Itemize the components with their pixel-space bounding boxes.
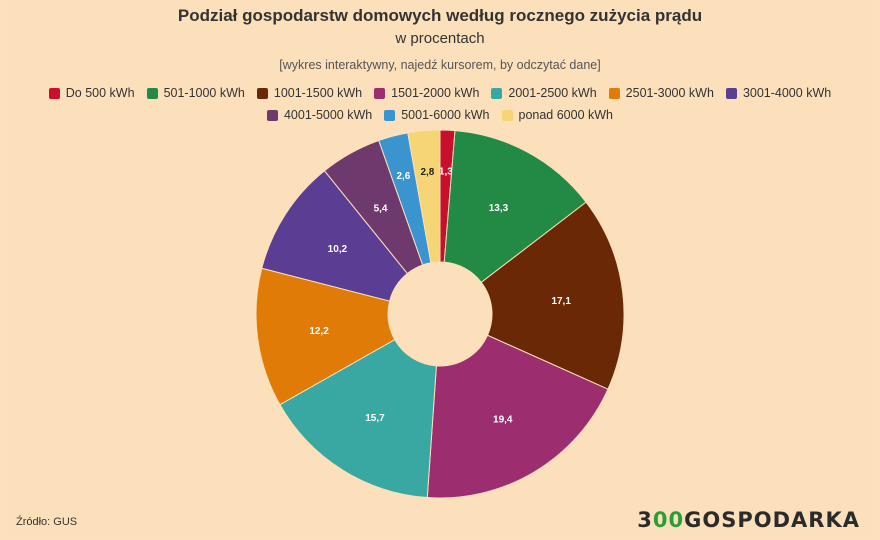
pie-slice[interactable]	[443, 130, 587, 284]
legend-label: ponad 6000 kWh	[518, 108, 614, 122]
pie-slice[interactable]	[255, 267, 396, 406]
data-label: 10,2	[328, 244, 348, 255]
legend-swatch	[384, 109, 396, 121]
pie-slice[interactable]	[480, 201, 625, 390]
chart-legend: Do 500 kWh 501-1000 kWh 1001-1500 kWh 1501-…	[40, 84, 840, 124]
legend-swatch	[501, 109, 513, 121]
legend-swatch	[491, 87, 503, 99]
legend-label: 5001-6000 kWh	[401, 108, 490, 122]
data-label: 19,4	[493, 415, 513, 426]
data-label: 1,3	[439, 167, 453, 178]
legend-swatch	[146, 87, 158, 99]
pie-slice[interactable]	[261, 170, 409, 302]
legend-label: 1501-2000 kWh	[391, 86, 480, 100]
pie-slice[interactable]	[279, 338, 437, 499]
pie-slice[interactable]	[407, 129, 441, 264]
legend-swatch	[725, 87, 737, 99]
legend-swatch	[256, 87, 268, 99]
legend-item[interactable]: 5001-6000 kWh	[384, 106, 490, 124]
chart-title: Podział gospodarstw domowych według rocz…	[177, 6, 703, 25]
legend-item[interactable]: ponad 6000 kWh	[501, 106, 614, 124]
logo: 300GOSPODARKA	[637, 508, 860, 532]
legend-swatch	[48, 87, 60, 99]
pie-slice[interactable]	[426, 334, 609, 499]
chart-subtitle: w procentach	[395, 30, 485, 47]
legend-label: 3001-4000 kWh	[742, 86, 832, 100]
data-label: 2,8	[420, 167, 434, 178]
legend-item[interactable]: 2001-2500 kWh	[491, 84, 597, 102]
data-label: 17,1	[551, 296, 571, 307]
source-note: Źródło: GUS	[16, 516, 78, 528]
data-label: 12,2	[309, 326, 329, 337]
chart-note: [wykres interaktywny, najedź kursorem, b…	[279, 58, 601, 72]
data-label: 15,7	[365, 413, 385, 424]
legend-item[interactable]: 1001-1500 kWh	[256, 84, 363, 102]
data-label: 2,6	[396, 171, 410, 182]
legend-swatch	[374, 87, 386, 99]
legend-item[interactable]: 2501-3000 kWh	[608, 84, 714, 102]
legend-item[interactable]: 4001-5000 kWh	[266, 106, 373, 124]
data-label: 5,4	[374, 203, 388, 214]
legend-item[interactable]: 3001-4000 kWh	[725, 84, 832, 102]
legend-label: 2001-2500 kWh	[508, 86, 597, 100]
legend-item[interactable]: 501-1000 kWh	[146, 84, 245, 102]
legend-item[interactable]: Do 500 kWh	[48, 84, 135, 102]
data-label: 13,3	[489, 203, 509, 214]
legend-label: 4001-5000 kWh	[283, 108, 373, 122]
legend-label: 2501-3000 kWh	[625, 86, 714, 100]
legend-swatch	[608, 87, 620, 99]
legend-item[interactable]: 1501-2000 kWh	[374, 84, 479, 102]
legend-swatch	[266, 109, 278, 121]
legend-label: 1001-1500 kWh	[273, 86, 363, 100]
legend-label: Do 500 kWh	[65, 86, 135, 100]
legend-label: 501-1000 kWh	[163, 86, 245, 100]
